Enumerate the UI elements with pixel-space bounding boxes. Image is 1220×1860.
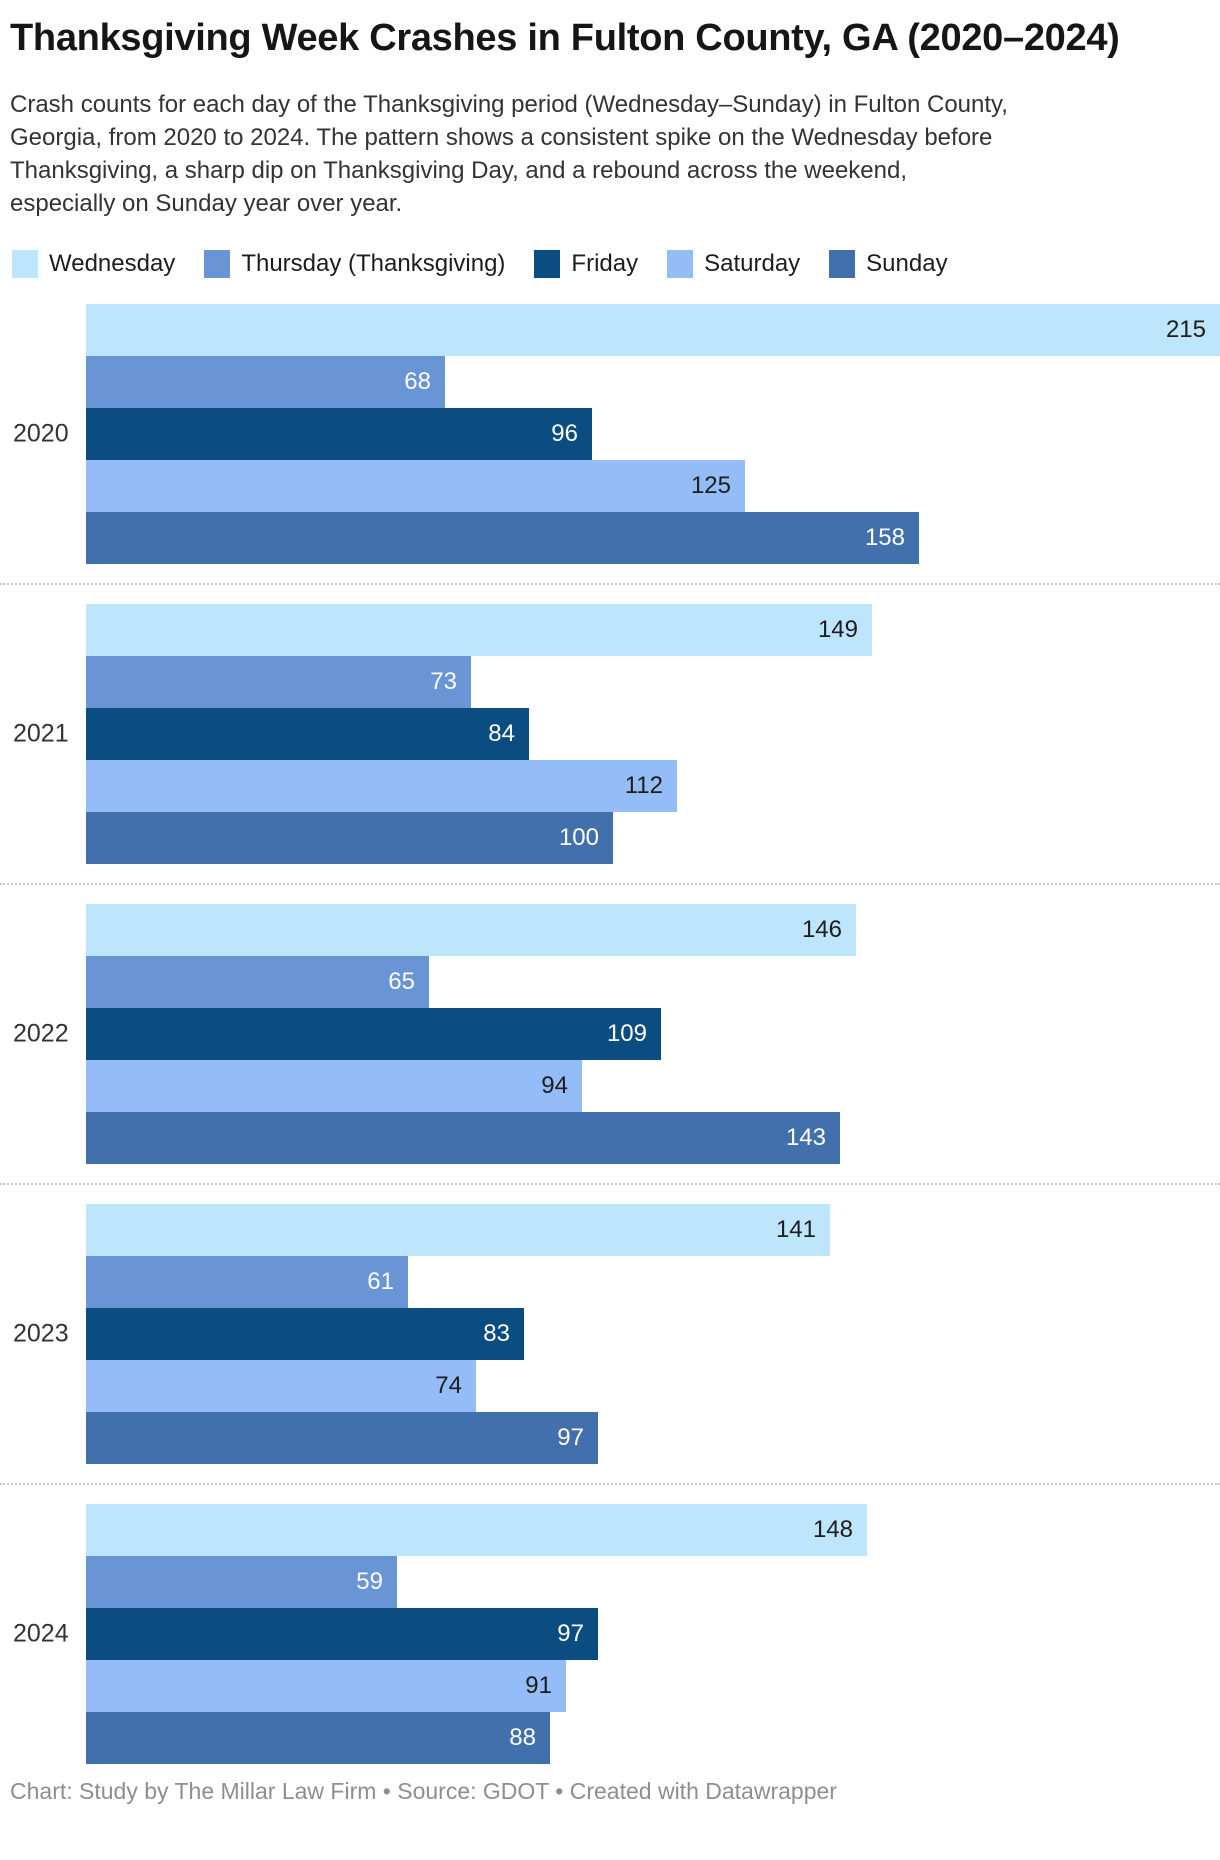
bar: 143 <box>86 1112 840 1164</box>
bar-value-label: 141 <box>775 1216 816 1243</box>
bar: 146 <box>86 904 856 956</box>
chart-subtitle: Crash counts for each day of the Thanksg… <box>10 91 1008 217</box>
bar-value-label: 68 <box>404 368 431 395</box>
bar-value-label: 109 <box>606 1020 647 1047</box>
year-label: 2024 <box>13 1619 69 1648</box>
legend-label: Saturday <box>704 250 801 277</box>
bar: 84 <box>86 708 529 760</box>
bar-group: 215 68 96 125 158 <box>86 304 1220 564</box>
chart-header: Thanksgiving Week Crashes in Fulton Coun… <box>0 0 1220 220</box>
legend: Wednesday Thursday (Thanksgiving) Friday Sa… <box>12 250 1210 278</box>
bar-value-label: 74 <box>435 1372 462 1399</box>
bar: 125 <box>86 460 745 512</box>
year-group: 2021 149 73 84 112 100 <box>0 604 1220 864</box>
year-label: 2022 <box>13 1019 69 1048</box>
bar-value-label: 143 <box>785 1124 826 1151</box>
bar-value-label: 97 <box>557 1620 584 1647</box>
bar: 158 <box>86 512 919 564</box>
bar: 112 <box>86 760 677 812</box>
legend-label: Friday <box>571 250 639 277</box>
bar-value-label: 125 <box>690 472 731 499</box>
footer-attribution: Chart: Study by The Millar Law Firm • So… <box>10 1778 837 1804</box>
bar-value-label: 148 <box>812 1516 853 1543</box>
legend-item: Saturday <box>667 250 800 278</box>
group-separator <box>0 1183 1220 1185</box>
bar: 91 <box>86 1660 566 1712</box>
bar: 149 <box>86 604 872 656</box>
group-separator <box>0 883 1220 885</box>
year-group: 2022 146 65 109 94 143 <box>0 904 1220 1164</box>
bar: 88 <box>86 1712 550 1764</box>
bar-value-label: 96 <box>551 420 578 447</box>
bar-value-label: 100 <box>558 824 599 851</box>
bar-group: 148 59 97 91 88 <box>86 1504 1220 1764</box>
year-group: 2023 141 61 83 74 97 <box>0 1204 1220 1464</box>
bar: 96 <box>86 408 592 460</box>
bar-value-label: 158 <box>864 524 905 551</box>
year-group: 2024 148 59 97 91 88 <box>0 1504 1220 1764</box>
bar-value-label: 97 <box>557 1424 584 1451</box>
bar: 59 <box>86 1556 397 1608</box>
bar-group: 141 61 83 74 97 <box>86 1204 1220 1464</box>
legend-swatch-icon <box>204 250 231 278</box>
bar: 74 <box>86 1360 476 1412</box>
bar-chart: 2020 215 68 96 125 158 2021 149 73 84 112 100 2022 14… <box>0 304 1220 1764</box>
bar: 61 <box>86 1256 408 1308</box>
bar: 148 <box>86 1504 867 1556</box>
year-label: 2023 <box>13 1319 69 1348</box>
bar-group: 149 73 84 112 100 <box>86 604 1220 864</box>
bar: 109 <box>86 1008 661 1060</box>
bar: 94 <box>86 1060 582 1112</box>
bar: 65 <box>86 956 429 1008</box>
bar-value-label: 61 <box>367 1268 394 1295</box>
bar-value-label: 112 <box>624 772 663 799</box>
legend-item: Thursday (Thanksgiving) <box>204 250 505 278</box>
bar-value-label: 215 <box>1165 316 1206 343</box>
page-title: Thanksgiving Week Crashes in Fulton Coun… <box>10 17 1120 59</box>
bar: 68 <box>86 356 445 408</box>
legend-item: Friday <box>534 250 638 278</box>
year-label: 2021 <box>13 719 69 748</box>
bar-value-label: 65 <box>388 968 415 995</box>
legend-label: Thursday (Thanksgiving) <box>241 250 506 277</box>
bar-value-label: 84 <box>488 720 515 747</box>
bar-value-label: 94 <box>541 1072 568 1099</box>
year-label: 2020 <box>13 419 69 448</box>
legend-swatch-icon <box>12 250 38 278</box>
legend-item: Sunday <box>829 250 948 278</box>
bar: 100 <box>86 812 613 864</box>
group-separator <box>0 583 1220 585</box>
year-group: 2020 215 68 96 125 158 <box>0 304 1220 564</box>
bar-group: 146 65 109 94 143 <box>86 904 1220 1164</box>
bar: 215 <box>86 304 1220 356</box>
bar-value-label: 149 <box>817 616 858 643</box>
legend-swatch-icon <box>534 250 561 278</box>
bar-value-label: 73 <box>430 668 457 695</box>
bar: 73 <box>86 656 471 708</box>
bar-value-label: 146 <box>801 916 842 943</box>
legend-swatch-icon <box>667 250 694 278</box>
bar-value-label: 88 <box>509 1724 536 1751</box>
bar-value-label: 83 <box>483 1320 510 1347</box>
group-separator <box>0 1483 1220 1485</box>
legend-swatch-icon <box>829 250 856 278</box>
legend-label: Wednesday <box>49 250 176 277</box>
bar: 97 <box>86 1412 598 1464</box>
bar: 141 <box>86 1204 830 1256</box>
bar: 97 <box>86 1608 598 1660</box>
legend-label: Sunday <box>866 250 948 277</box>
bar: 83 <box>86 1308 524 1360</box>
legend-item: Wednesday <box>12 250 175 278</box>
bar-value-label: 59 <box>356 1568 383 1595</box>
bar-value-label: 91 <box>525 1672 552 1699</box>
